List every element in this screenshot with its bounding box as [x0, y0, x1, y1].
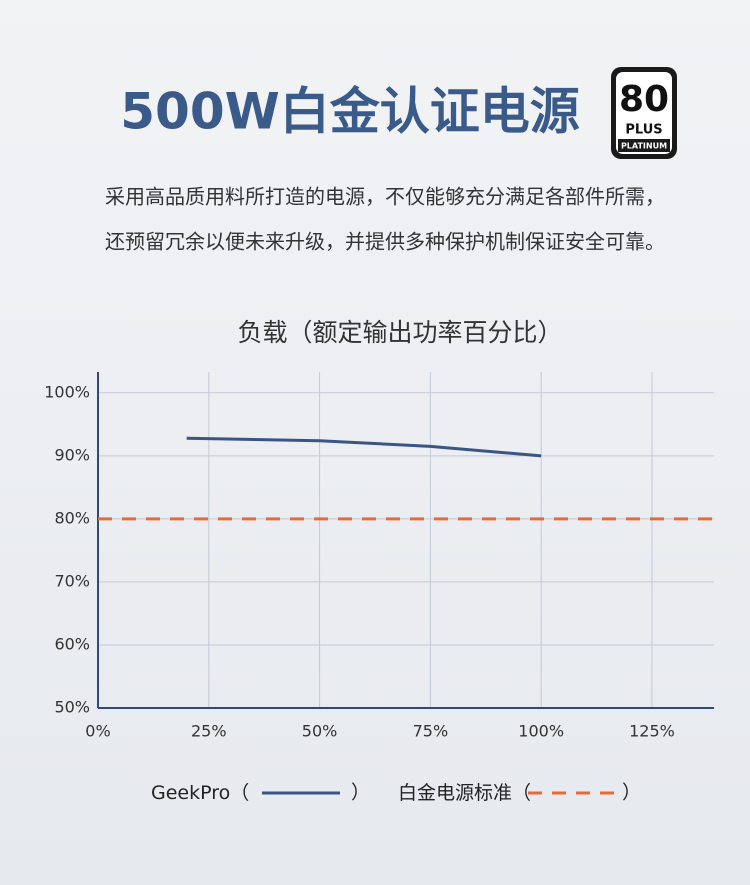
y-tick-label: 90% [54, 445, 90, 464]
badge-number: 80 [619, 79, 669, 120]
y-tick-label: 60% [54, 634, 90, 653]
y-tick-label: 80% [54, 508, 90, 527]
page-title: 500W白金认证电源 [120, 83, 580, 141]
legend-bracket: （ [230, 782, 249, 804]
legend-bracket: （ [512, 782, 531, 804]
legend-bracket: ） [351, 782, 370, 804]
legend-name: GeekPro [151, 782, 230, 804]
y-tick-label: 50% [54, 698, 90, 717]
legend-label: 白金电源标准（ [398, 782, 531, 804]
legend-label: GeekPro（ [151, 782, 249, 804]
x-tick-label: 50% [302, 722, 338, 741]
y-tick-label: 70% [54, 571, 90, 590]
legend-bracket: ） [622, 782, 641, 804]
badge: 80 PLUS PLATINUM [611, 67, 677, 159]
badge-grade: PLATINUM [621, 142, 667, 151]
badge-inner [616, 72, 672, 154]
x-tick-label: 75% [413, 722, 449, 741]
y-tick-label: 100% [44, 382, 90, 401]
legend-name: 白金电源标准 [398, 782, 512, 804]
chart-title: 负载（额定输出功率百分比） [237, 318, 562, 347]
x-tick-label: 25% [191, 722, 227, 741]
x-tick-label: 125% [629, 722, 675, 741]
x-tick-label: 100% [518, 722, 564, 741]
badge-plus: PLUS [625, 123, 662, 138]
description-line: 还预留冗余以便未来升级，并提供多种保护机制保证安全可靠。 [105, 230, 665, 254]
x-tick-label: 0% [85, 722, 110, 741]
badge-band [618, 139, 670, 152]
series-line [186, 436, 542, 458]
description-line: 采用高品质用料所打造的电源，不仅能够充分满足各部件所需， [105, 185, 665, 209]
